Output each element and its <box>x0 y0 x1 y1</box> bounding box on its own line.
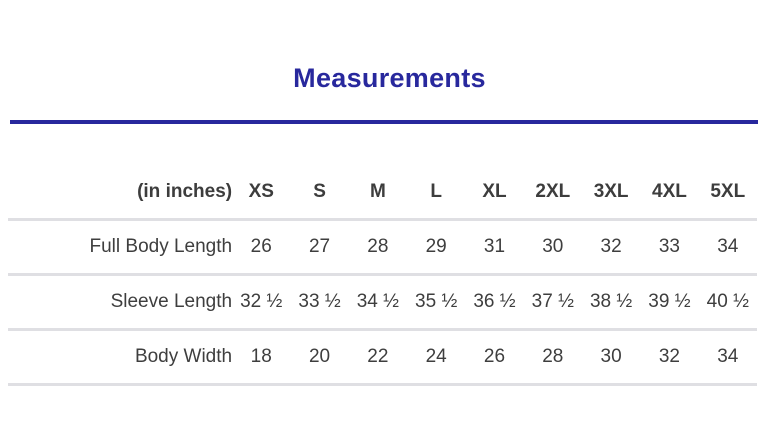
cell: 20 <box>290 329 349 386</box>
cell: 40 ½ <box>698 274 757 331</box>
cell: 31 <box>465 219 524 276</box>
measurements-table: (in inches) XS S M L XL 2XL 3XL 4XL 5XL … <box>8 166 757 386</box>
col-header-l: L <box>407 166 466 221</box>
cell: 30 <box>581 329 641 386</box>
cell: 34 <box>698 329 757 386</box>
page-title: Measurements <box>293 63 486 93</box>
cell: 30 <box>523 219 582 276</box>
cell: 32 ½ <box>232 274 291 331</box>
col-header-xs: XS <box>232 166 291 221</box>
cell: 32 <box>581 219 641 276</box>
cell: 39 ½ <box>640 274 699 331</box>
cell: 26 <box>465 329 524 386</box>
cell: 28 <box>523 329 582 386</box>
cell: 32 <box>640 329 699 386</box>
table-row-body-width: Body Width 18 20 22 24 26 28 30 32 34 <box>8 329 757 386</box>
cell: 26 <box>232 219 291 276</box>
cell: 22 <box>348 329 408 386</box>
cell: 27 <box>290 219 349 276</box>
title-divider <box>10 120 758 124</box>
row-label: Body Width <box>8 329 233 386</box>
cell: 34 <box>698 219 757 276</box>
table-row-full-body-length: Full Body Length 26 27 28 29 31 30 32 33… <box>8 219 757 276</box>
table-header-row: (in inches) XS S M L XL 2XL 3XL 4XL 5XL <box>8 166 757 221</box>
cell: 36 ½ <box>465 274 524 331</box>
cell: 28 <box>348 219 408 276</box>
col-header-s: S <box>290 166 349 221</box>
col-header-m: M <box>348 166 408 221</box>
cell: 35 ½ <box>407 274 466 331</box>
row-label: Sleeve Length <box>8 274 233 331</box>
unit-header: (in inches) <box>8 166 233 221</box>
col-header-4xl: 4XL <box>640 166 699 221</box>
cell: 18 <box>232 329 291 386</box>
col-header-5xl: 5XL <box>698 166 757 221</box>
cell: 37 ½ <box>523 274 582 331</box>
cell: 33 ½ <box>290 274 349 331</box>
table-row-sleeve-length: Sleeve Length 32 ½ 33 ½ 34 ½ 35 ½ 36 ½ 3… <box>8 274 757 331</box>
col-header-2xl: 2XL <box>523 166 582 221</box>
col-header-3xl: 3XL <box>581 166 641 221</box>
col-header-xl: XL <box>465 166 524 221</box>
cell: 33 <box>640 219 699 276</box>
cell: 38 ½ <box>581 274 641 331</box>
cell: 24 <box>407 329 466 386</box>
cell: 34 ½ <box>348 274 408 331</box>
cell: 29 <box>407 219 466 276</box>
row-label: Full Body Length <box>8 219 233 276</box>
